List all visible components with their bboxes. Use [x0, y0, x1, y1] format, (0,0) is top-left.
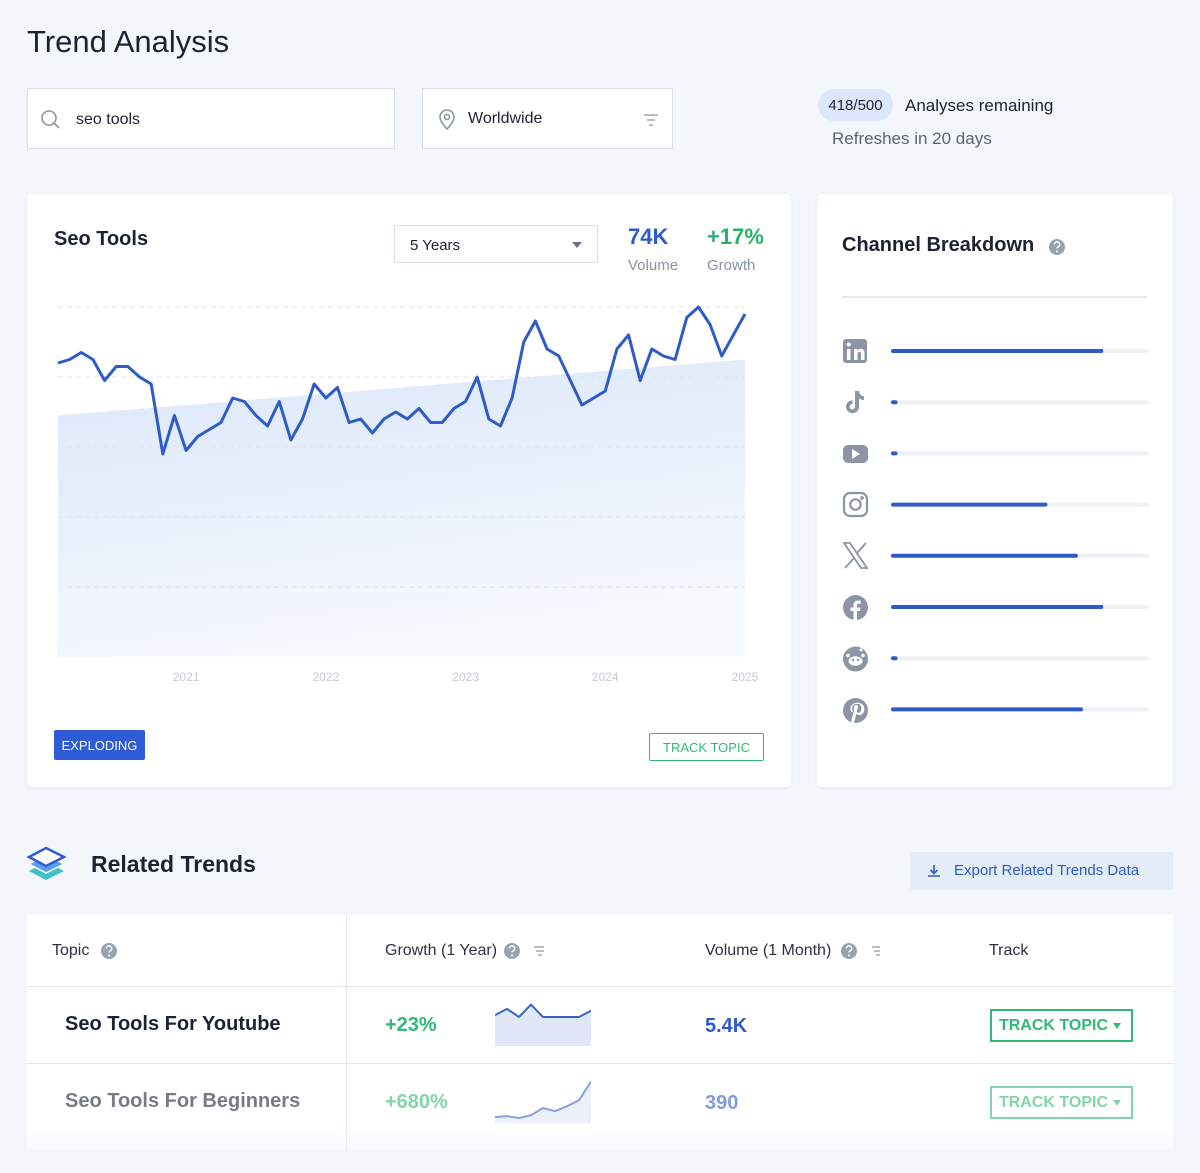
help-filter-icons: [841, 943, 880, 959]
volume-label: Volume: [628, 257, 679, 274]
button-text: TRACK TOPIC: [998, 1093, 1109, 1111]
location-text: Worldwide: [468, 110, 543, 127]
period-text: 5 Years: [410, 237, 461, 254]
row-divider: [27, 1063, 1173, 1064]
quota-label: Analyses remaining: [905, 96, 1054, 115]
filter-icon: [644, 114, 658, 126]
x-tick-label: 2025: [732, 670, 759, 684]
channel-title: Channel Breakdown: [842, 234, 1035, 256]
sparkline-line: [495, 1081, 591, 1119]
sparkline: [495, 1003, 591, 1046]
growth-value: +23%: [385, 1014, 437, 1036]
growth-value: +680%: [385, 1091, 448, 1113]
button-text: TRACK TOPIC: [998, 1016, 1109, 1034]
page-title: Trend Analysis: [27, 24, 230, 59]
quota-badge: 418/500: [818, 89, 893, 121]
location-select[interactable]: Worldwide: [422, 88, 673, 149]
search-box[interactable]: seo tools: [27, 88, 395, 149]
trend-line: [57, 305, 747, 456]
x-tick-label: 2023: [452, 670, 479, 684]
help-icon: [101, 943, 117, 959]
related-table: Topic Growth (1 Year) Volume (1 Month) T…: [27, 915, 1173, 1150]
topic-name[interactable]: Seo Tools For Beginners: [65, 1090, 301, 1112]
linkedin-icon: [843, 339, 867, 363]
column-header: Topic: [52, 942, 90, 959]
reddit-icon: [843, 646, 868, 672]
pinterest-icon: [843, 698, 868, 724]
facebook-icon: [843, 595, 868, 620]
table-row: Seo Tools For Beginners +680% 390 TRACK …: [27, 1064, 1173, 1140]
youtube-icon: [843, 445, 868, 463]
sparkline: [495, 1081, 591, 1123]
column-header: Growth (1 Year): [385, 942, 498, 959]
fade-overlay: [0, 1120, 1200, 1173]
download-icon: [928, 865, 940, 877]
help-icon: [1049, 239, 1065, 255]
sparkline-area: [495, 1004, 591, 1046]
x-tick-label: 2022: [312, 670, 339, 684]
x-tick-label: 2021: [173, 670, 200, 684]
trend-chart: 2021 2022 2023 2024 2025: [57, 305, 759, 684]
sparkline-area: [495, 1081, 591, 1123]
topic-name[interactable]: Seo Tools For Youtube: [65, 1013, 281, 1035]
row-divider: [27, 986, 1173, 987]
location-icon: [439, 109, 455, 131]
help-filter-icons: [504, 943, 544, 959]
related-title: Related Trends: [91, 851, 256, 877]
channel-icons: [842, 339, 869, 724]
trend-area: [58, 359, 745, 657]
instagram-icon: [842, 491, 869, 518]
search-icon: [41, 110, 60, 129]
track-topic-button[interactable]: TRACK TOPIC: [990, 1086, 1133, 1119]
volume-value: 5.4K: [705, 1015, 748, 1037]
track-topic-button[interactable]: TRACK TOPIC: [990, 1009, 1133, 1042]
caret-icon: [1113, 1022, 1122, 1029]
caret-icon: [572, 242, 582, 248]
refresh-text: Refreshes in 20 days: [832, 129, 992, 148]
volume-value: 390: [705, 1092, 739, 1114]
trend-card: 2021 2022 2023 2024 2025 Seo Tools 5 Years 7…: [27, 194, 791, 787]
growth-value: +17%: [707, 224, 764, 249]
export-text: Export Related Trends Data: [954, 862, 1140, 879]
period-select[interactable]: 5 Years: [394, 225, 598, 263]
caret-icon: [1113, 1099, 1122, 1106]
x-icon: [842, 542, 869, 569]
table-row: Seo Tools For Youtube +23% 5.4K TRACK TO…: [27, 987, 1173, 1063]
track-topic-button[interactable]: TRACK TOPIC: [649, 733, 764, 761]
channel-card: Channel Breakdown: [817, 194, 1173, 787]
column-header: Track: [989, 942, 1029, 959]
growth-label: Growth: [707, 257, 756, 274]
x-tick-label: 2024: [592, 670, 619, 684]
export-button[interactable]: Export Related Trends Data: [910, 852, 1173, 890]
chart-title: Seo Tools: [54, 228, 149, 250]
tiktok-icon: [846, 391, 864, 414]
status-badge: EXPLODING: [54, 730, 145, 760]
volume-value: 74K: [628, 224, 669, 249]
column-header: Volume (1 Month): [705, 942, 832, 959]
sparkline-line: [495, 1003, 591, 1018]
column-divider: [346, 915, 347, 1150]
channel-chart: [842, 239, 1149, 724]
related-icon: [26, 846, 67, 880]
search-text: seo tools: [76, 111, 141, 128]
